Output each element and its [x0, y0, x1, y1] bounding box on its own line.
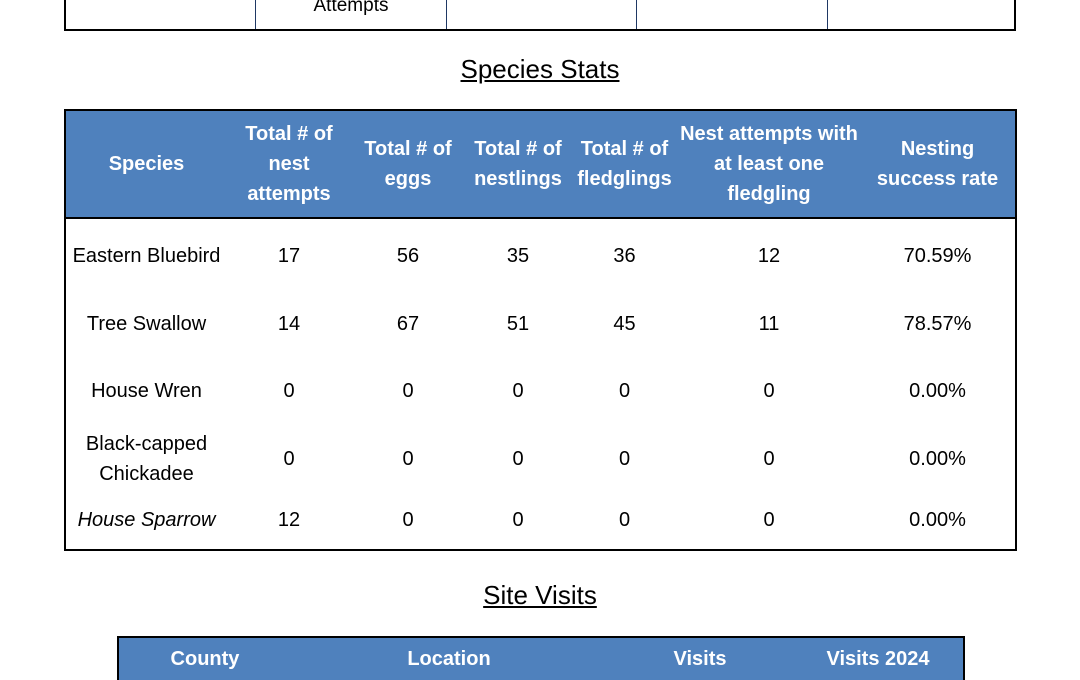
header-county: County: [170, 648, 240, 670]
cell-eggs: 67: [396, 313, 420, 335]
table-row: Eastern Bluebird 17 56 35 36 12 70.59%: [65, 218, 1016, 293]
cell-nest-attempts: 17: [277, 245, 301, 267]
table-row: House Sparrow 12 0 0 0 0 0.00%: [65, 491, 1016, 550]
table-row: Black-capped Chickadee 0 0 0 0 0 0.00%: [65, 427, 1016, 491]
cell-nest-attempts: 0: [283, 448, 295, 470]
cell-success-rate: 78.57%: [903, 313, 972, 335]
table-row: Tree Swallow 14 67 51 45 11 78.57%: [65, 293, 1016, 355]
cell-fledglings: 0: [618, 380, 631, 402]
cell-success-rate: 0.00%: [909, 509, 966, 531]
cell-fledglings: 36: [613, 245, 636, 267]
previous-table-cell: [637, 0, 828, 29]
cell-eggs: 0: [402, 509, 414, 531]
cell-attempts-with-fledgling: 12: [757, 245, 781, 267]
cell-nest-attempts: 0: [283, 380, 295, 402]
previous-table-cell: [447, 0, 637, 29]
previous-table-label: Attempts: [313, 0, 389, 16]
cell-success-rate: 0.00%: [909, 380, 966, 402]
header-attempts-with-fledgling: Nest attempts with at least one fledglin…: [678, 110, 860, 219]
cell-fledglings: 0: [618, 448, 631, 470]
cell-species: Eastern Bluebird: [72, 245, 221, 267]
cell-nestlings: 51: [506, 313, 530, 335]
species-stats-table: Species Total # of nest attempts Total #…: [64, 109, 1017, 551]
header-nest-attempts: Total # of nest attempts: [227, 110, 351, 219]
species-stats-title: Species Stats: [460, 54, 620, 84]
site-visits-title: Site Visits: [483, 580, 597, 610]
cell-nestlings: 0: [512, 509, 524, 531]
header-location: Location: [407, 648, 491, 670]
cell-nestlings: 35: [506, 245, 530, 267]
cell-species: House Wren: [91, 380, 202, 402]
site-visits-header-row: County Location Visits Visits 2024: [117, 636, 965, 680]
header-nestlings: Total # of nestlings: [465, 110, 571, 219]
cell-nestlings: 0: [512, 380, 524, 402]
cell-success-rate: 0.00%: [909, 448, 966, 470]
cell-species: Tree Swallow: [86, 313, 207, 335]
header-success-rate: Nesting success rate: [860, 110, 1016, 219]
table-header-row: Species Total # of nest attempts Total #…: [65, 110, 1016, 219]
cell-species: Black-capped Chickadee: [85, 433, 208, 485]
header-fledglings: Total # of fledglings: [571, 110, 678, 219]
previous-table-bottom: Attempts: [64, 0, 1016, 31]
table-row: House Wren 0 0 0 0 0 0.00%: [65, 355, 1016, 427]
cell-fledglings: 45: [613, 313, 636, 335]
cell-nestlings: 0: [512, 448, 524, 470]
header-visits-2024: Visits 2024: [826, 648, 930, 670]
cell-eggs: 0: [402, 380, 414, 402]
previous-table-cell: Attempts: [256, 0, 447, 29]
header-visits: Visits: [673, 648, 727, 670]
previous-table-cell: [66, 0, 256, 29]
header-species: Species: [65, 110, 227, 219]
cell-nest-attempts: 14: [277, 313, 301, 335]
cell-species: House Sparrow: [77, 509, 216, 531]
cell-attempts-with-fledgling: 0: [763, 448, 775, 470]
cell-eggs: 0: [402, 448, 414, 470]
cell-success-rate: 70.59%: [903, 245, 972, 267]
cell-fledglings: 0: [618, 509, 631, 531]
cell-nest-attempts: 12: [277, 509, 301, 531]
cell-attempts-with-fledgling: 0: [763, 509, 775, 531]
previous-table-cell: [828, 0, 1014, 29]
cell-attempts-with-fledgling: 0: [763, 380, 775, 402]
header-eggs: Total # of eggs: [351, 110, 465, 219]
cell-attempts-with-fledgling: 11: [758, 313, 780, 335]
cell-eggs: 56: [396, 245, 420, 267]
